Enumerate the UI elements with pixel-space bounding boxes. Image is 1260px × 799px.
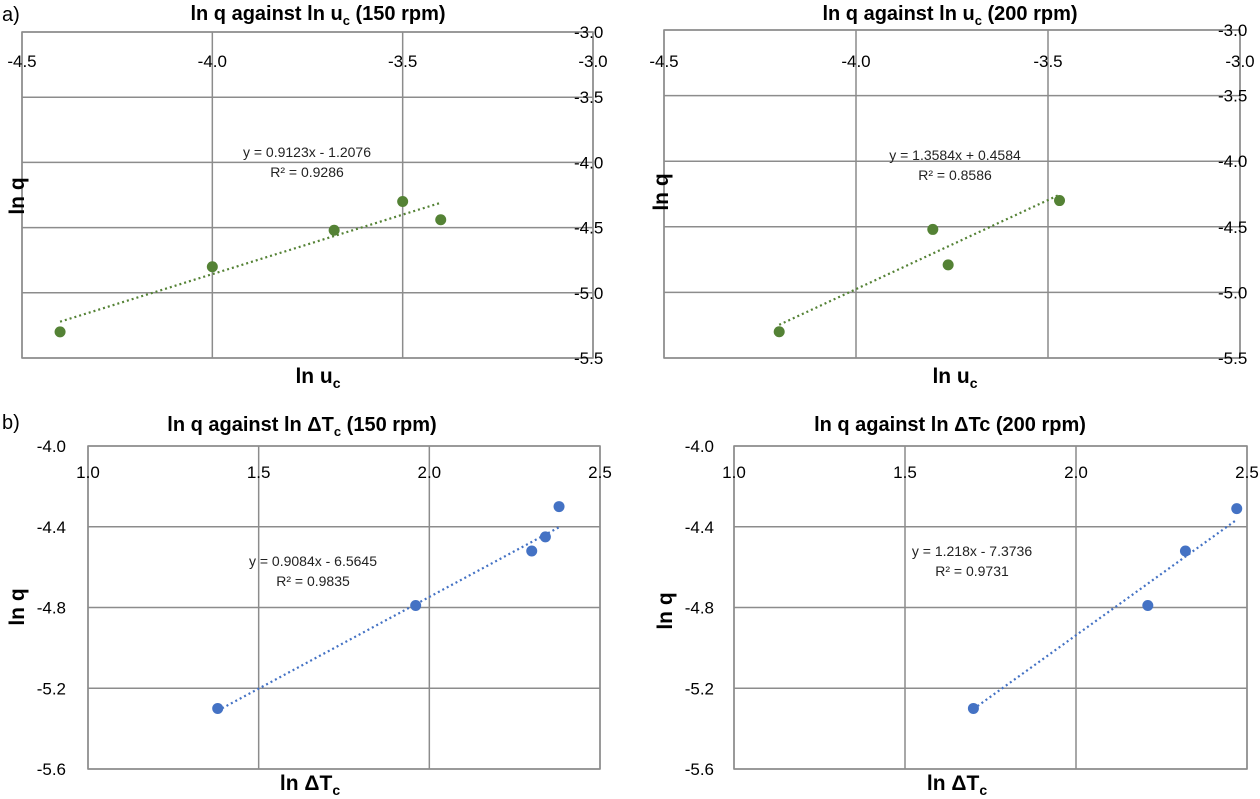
data-point (435, 214, 447, 226)
y-tick-label: -3.0 (1218, 21, 1247, 40)
r-squared-label: R² = 0.9835 (276, 573, 350, 589)
x-tick-label: 2.5 (588, 463, 612, 482)
x-axis-title: ln ΔTc (927, 772, 987, 798)
trendline (778, 193, 1060, 326)
data-point (967, 702, 979, 714)
panel-label-a: a) (2, 4, 20, 26)
plot-area (21, 31, 594, 359)
y-tick-label: -5.5 (1218, 349, 1247, 368)
x-tick-label: -3.5 (1033, 52, 1062, 71)
y-tick-label: -4.0 (37, 437, 66, 456)
plot-area (663, 29, 1241, 359)
y-tick-label: -3.5 (574, 88, 603, 107)
r-squared-label: R² = 0.8586 (918, 167, 992, 183)
x-tick-label: -4.5 (7, 52, 36, 71)
y-tick-label: -4.5 (1218, 218, 1247, 237)
x-tick-label: 2.5 (1235, 463, 1259, 482)
x-tick-label: 2.0 (418, 463, 442, 482)
y-tick-label: -4.8 (685, 599, 714, 618)
y-tick-label: -5.2 (685, 679, 714, 698)
y-tick-label: -5.5 (574, 349, 603, 368)
data-point (206, 261, 218, 273)
chart-title: ln q against ln ΔTc (200 rpm) (814, 414, 1086, 436)
y-tick-label: -5.2 (37, 679, 66, 698)
x-tick-label: 1.5 (247, 463, 271, 482)
data-point (773, 326, 785, 338)
x-tick-label: -4.0 (841, 52, 870, 71)
trendline-equation: y = 0.9123x - 1.2076 (243, 144, 371, 160)
data-point (328, 224, 340, 236)
data-point (1054, 195, 1066, 207)
chart-title: ln q against ln uc (150 rpm) (190, 3, 445, 28)
r-squared-label: R² = 0.9731 (935, 563, 1009, 579)
y-axis-title: ln q (650, 173, 673, 210)
y-tick-label: -4.4 (685, 518, 714, 537)
data-point (539, 531, 551, 543)
trendline-equation: y = 1.218x - 7.3736 (912, 543, 1032, 559)
y-axis-title: ln q (6, 177, 29, 214)
chart-2: -4.5 -4.0 -3.5 -3.0 -3.0 -3.5 -4.0 -4.5 -5.0 -5.5… (649, 3, 1254, 391)
x-tick-label: -3.5 (388, 52, 417, 71)
data-point (397, 196, 409, 208)
x-axis-title: ln ΔTc (280, 772, 340, 798)
x-tick-label: 2.0 (1064, 463, 1088, 482)
data-point (1231, 503, 1243, 515)
trendline-equation: y = 1.3584x + 0.4584 (889, 147, 1021, 163)
data-point (410, 599, 422, 611)
data-point (1142, 599, 1154, 611)
chart-4: 1.0 1.5 2.0 2.5 -4.0 -4.4 -4.8 -5.2 -5.6 y = 1.21… (654, 414, 1259, 798)
y-tick-label: -4.8 (37, 599, 66, 618)
y-tick-label: -4.0 (574, 153, 603, 172)
y-tick-label: -4.4 (37, 518, 66, 537)
panel-label-b: b) (2, 412, 20, 434)
r-squared-label: R² = 0.9286 (270, 164, 344, 180)
y-tick-label: -4.0 (1218, 152, 1247, 171)
y-tick-label: -5.6 (37, 760, 66, 779)
x-tick-label: -4.0 (198, 52, 227, 71)
chart-3: 1.0 1.5 2.0 2.5 -4.0 -4.4 -4.8 -5.2 -5.6 y = 0.90… (6, 414, 612, 798)
data-point (553, 501, 565, 513)
x-tick-label: -3.0 (1225, 52, 1254, 71)
trendline-equation: y = 0.9084x - 6.5645 (249, 553, 377, 569)
y-tick-label: -5.0 (1218, 283, 1247, 302)
y-tick-label: -4.5 (574, 219, 603, 238)
y-tick-label: -3.5 (1218, 87, 1247, 106)
data-point (54, 326, 66, 338)
chart-1: -4.5 -4.0 -3.5 -3.0 -3.0 -3.5 -4.0 -4.5 -5.0 -5.5… (6, 3, 608, 391)
y-axis-title: ln q (654, 592, 677, 629)
trendline (972, 518, 1238, 710)
y-tick-label: -3.0 (574, 23, 603, 42)
x-axis-title: ln uc (932, 365, 977, 391)
data-point (212, 702, 224, 714)
x-tick-label: -3.0 (578, 52, 607, 71)
data-point (1179, 545, 1191, 557)
y-axis-title: ln q (6, 588, 29, 625)
x-tick-label: -4.5 (649, 52, 678, 71)
trendline (59, 201, 442, 323)
data-point (927, 223, 939, 235)
chart-title: ln q against ln uc (200 rpm) (822, 3, 1077, 28)
y-tick-label: -4.0 (685, 437, 714, 456)
x-axis-title: ln uc (295, 365, 340, 391)
x-tick-label: 1.0 (722, 463, 746, 482)
y-tick-label: -5.0 (574, 284, 603, 303)
data-point (526, 545, 538, 557)
data-point (942, 259, 954, 271)
x-tick-label: 1.0 (76, 463, 100, 482)
x-tick-label: 1.5 (893, 463, 917, 482)
chart-title: ln q against ln ΔTc (150 rpm) (167, 414, 436, 439)
y-tick-label: -5.6 (685, 760, 714, 779)
